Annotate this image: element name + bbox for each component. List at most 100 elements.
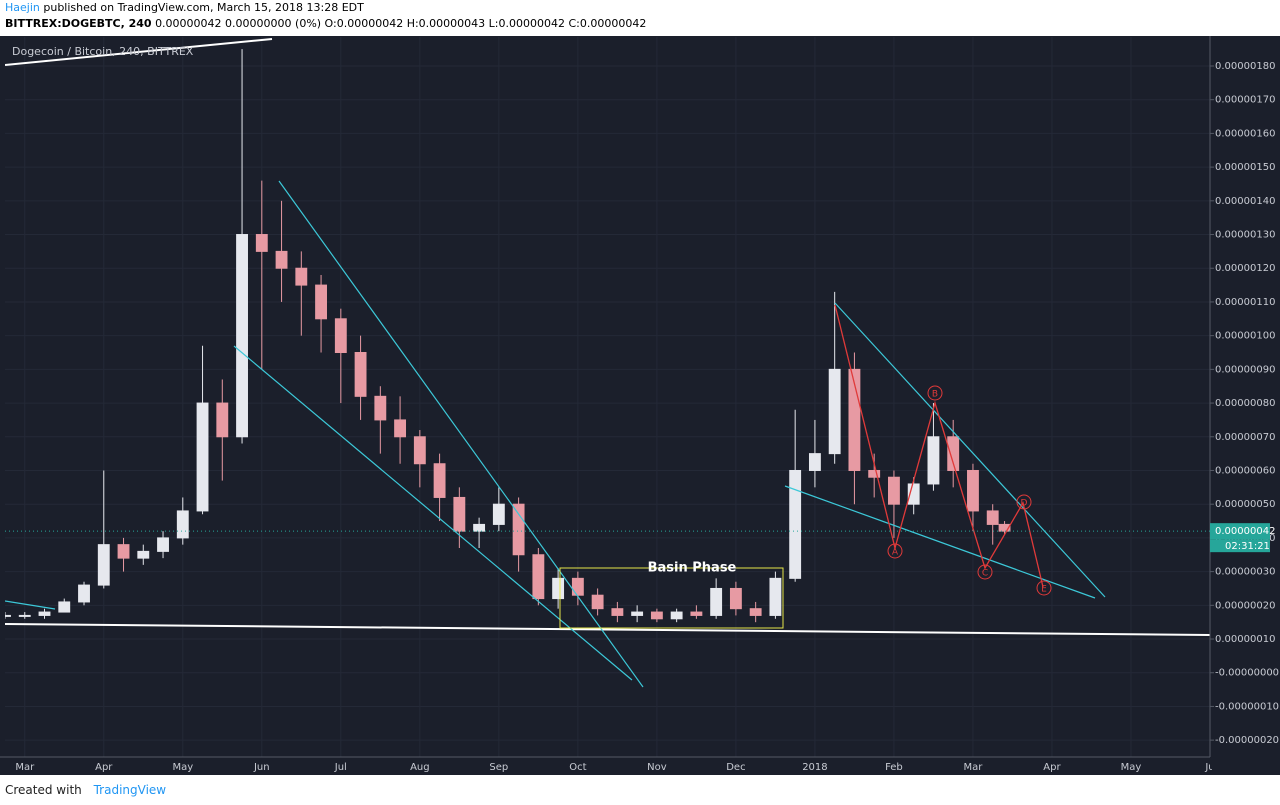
x-tick-label: Dec (726, 762, 745, 773)
candle-body (512, 503, 525, 556)
wave-path (834, 304, 1044, 588)
candle-body (117, 544, 130, 559)
wave-label: E (1041, 585, 1047, 595)
candle-body (58, 601, 71, 613)
y-tick-label: 0.00000080 (1215, 398, 1275, 409)
candle-body (374, 395, 387, 421)
candle-body (38, 611, 51, 616)
header-line: BITTREX:DOGEBTC, 240 0.00000042 0.000000… (5, 16, 1280, 32)
x-tick-label: May (1121, 762, 1142, 773)
candle-body (236, 234, 248, 438)
last-price-label: 0.00000042 (1215, 526, 1275, 537)
candle-body (967, 469, 979, 512)
candle-body (275, 250, 288, 269)
candle-body (927, 436, 940, 485)
wave-marker (977, 564, 993, 580)
countdown: 02:31:21 (1225, 541, 1270, 552)
candle-body (828, 368, 841, 455)
y-tick-label: 0.00000060 (1215, 465, 1275, 476)
candle-body (789, 469, 802, 579)
quote: 0.00000042 0.00000000 (0%) O:0.00000042 … (155, 17, 647, 30)
wave-marker (927, 385, 943, 401)
candle-body (888, 476, 900, 505)
candle-body (492, 503, 505, 525)
x-tick-label: 2018 (802, 762, 827, 773)
candle-body (650, 611, 663, 620)
wave-label: A (892, 548, 899, 558)
brand[interactable]: TradingView (93, 783, 167, 797)
author[interactable]: Haejin (5, 1, 40, 14)
trend-line (5, 600, 56, 610)
drawings (5, 38, 1210, 688)
candle-body (907, 483, 920, 505)
candle-body (78, 584, 90, 603)
candle-body (453, 496, 466, 532)
symbol: BITTREX:DOGEBTC, 240 (5, 17, 152, 30)
x-tick-label: May (172, 762, 193, 773)
last-price-tag (1210, 523, 1270, 540)
x-tick-label: Aug (410, 762, 430, 773)
y-tick-label: 0.00000150 (1215, 162, 1275, 173)
chart-title: Dogecoin / Bitcoin, 240, BITTREX (12, 45, 194, 58)
candle-body (255, 234, 268, 252)
candle-body (591, 594, 604, 610)
candle-body (947, 436, 960, 471)
countdown-tag (1210, 539, 1270, 553)
candle-body (216, 402, 229, 438)
y-tick-label: 0.00000030 (1215, 567, 1275, 578)
y-tick-label: 0.00000130 (1215, 230, 1275, 241)
x-tick-label: Jul (334, 762, 347, 773)
y-tick-label: 0.00000020 (1215, 600, 1275, 611)
y-tick-label: 0.00000170 (1215, 95, 1275, 106)
candle-body (848, 368, 861, 471)
candle-body (354, 352, 367, 397)
trend-line (233, 345, 633, 681)
candle-body (433, 463, 446, 498)
y-tick-label: 0.00000010 (1215, 634, 1275, 645)
background (0, 36, 1280, 775)
candle-body (611, 608, 624, 616)
candle-body (710, 587, 723, 616)
y-tick-label: 0.00000140 (1215, 196, 1275, 207)
y-tick-label: -0.00000010 (1215, 701, 1279, 712)
candle-body (749, 608, 762, 616)
x-tick-label: Ju (1204, 762, 1214, 773)
candle-body (986, 510, 999, 525)
y-tick-label: 0.00000120 (1215, 263, 1275, 274)
candle-body (137, 550, 150, 559)
trend-line (784, 485, 1096, 599)
candle-body (631, 611, 644, 616)
candle-body (176, 510, 189, 539)
x-tick-label: Mar (964, 762, 984, 773)
candle-body (998, 523, 1011, 532)
candle-body (295, 267, 308, 286)
x-tick-label: Nov (647, 762, 667, 773)
candle-body (413, 436, 426, 465)
candle-body (532, 554, 545, 600)
y-tick-label: 0.00000090 (1215, 364, 1275, 375)
trend-line (834, 302, 1106, 598)
y-tick-label: -0.00000020 (1215, 735, 1279, 746)
x-tick-label: Jun (253, 762, 270, 773)
candle-body (571, 577, 584, 596)
price-axis (1210, 36, 1280, 775)
y-tick-label: 0.00000100 (1215, 331, 1275, 342)
candle-body (18, 614, 31, 617)
header: Haejin published on TradingView.com, Mar… (0, 0, 1280, 36)
x-tick-label: Apr (1043, 762, 1061, 773)
annotation: Basin Phase (648, 561, 737, 576)
trend-line (5, 38, 273, 66)
y-tick-label: 0.00000180 (1215, 61, 1275, 72)
wave-marker (1036, 580, 1052, 596)
x-tick-label: Oct (569, 762, 586, 773)
candle-body (157, 537, 169, 552)
wave-label: C (982, 569, 988, 579)
basin-box (559, 567, 784, 629)
y-tick-label: 0.00000110 (1215, 297, 1275, 308)
footer: Created with TradingView (0, 775, 1280, 805)
candle-body (729, 587, 742, 610)
candle-body (769, 577, 782, 616)
y-tick-label: -0.00000000 (1215, 668, 1279, 679)
candle-body (670, 611, 683, 620)
